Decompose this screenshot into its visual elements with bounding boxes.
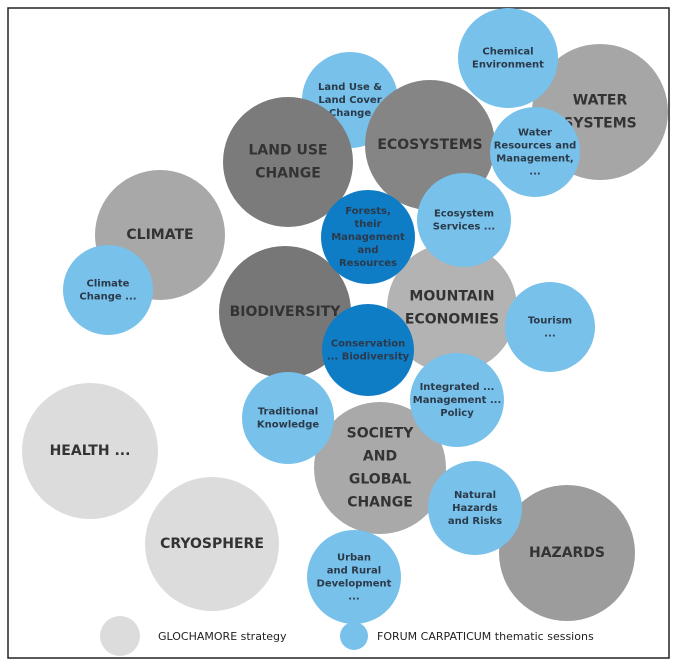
bubble xyxy=(22,383,158,519)
bubble xyxy=(63,245,153,335)
bubble-label: Services ... xyxy=(433,222,495,233)
bubble-label: CHANGE xyxy=(255,166,321,182)
bubble-label: Climate xyxy=(87,279,130,290)
bubble-label: CHANGE xyxy=(347,495,413,511)
bubble-label: Development xyxy=(317,579,392,590)
bubble xyxy=(242,372,334,464)
bubble xyxy=(428,461,522,555)
bubble-label: Change ... xyxy=(79,292,136,303)
bubble-label: Chemical xyxy=(482,47,533,58)
bubble-label: and Rural xyxy=(327,566,381,577)
bubble-label: LAND USE xyxy=(249,143,328,159)
bubble xyxy=(219,246,351,378)
bubble-label: BIODIVERSITY xyxy=(230,304,342,320)
bubble xyxy=(387,243,517,373)
bubble-label: and Risks xyxy=(448,516,502,527)
bubble xyxy=(223,97,353,227)
legend-label: GLOCHAMORE strategy xyxy=(158,630,287,643)
bubble xyxy=(314,402,446,534)
bubble-label: SOCIETY xyxy=(347,426,415,442)
bubble-label: Change xyxy=(329,108,371,119)
bubble-label: their xyxy=(354,219,381,230)
bubble-label: HAZARDS xyxy=(529,545,605,561)
bubble-label: Resources xyxy=(339,258,397,269)
bubble xyxy=(458,8,558,108)
bubble-label: WATER xyxy=(573,93,628,109)
bubble-label: Hazards xyxy=(452,503,498,514)
bubble-label: Water xyxy=(518,128,552,139)
bubble-label: MOUNTAIN xyxy=(409,289,494,305)
bubble-label: Policy xyxy=(440,408,474,419)
bubble-label: Integrated ... xyxy=(420,382,495,393)
bubble-label: CRYOSPHERE xyxy=(160,536,264,552)
legend-label: FORUM CARPATICUM thematic sessions xyxy=(377,630,594,643)
legend-swatch xyxy=(100,616,140,656)
bubble xyxy=(322,304,414,396)
bubble-label: Conservation xyxy=(331,339,405,350)
bubble xyxy=(490,107,580,197)
bubble-label: Natural xyxy=(454,490,496,501)
bubble-label: Land Cover xyxy=(318,95,381,106)
bubble-label: Urban xyxy=(337,553,371,564)
bubble-label: Traditional xyxy=(258,407,318,418)
bubble-label: CLIMATE xyxy=(126,227,193,243)
bubble xyxy=(307,530,401,624)
bubble-label: HEALTH ... xyxy=(50,443,131,459)
bubble-label: Forests, xyxy=(345,206,391,217)
bubble-label: ... xyxy=(529,167,540,178)
bubble xyxy=(417,173,511,267)
bubble-label: Tourism xyxy=(528,316,572,327)
bubble xyxy=(499,485,635,621)
bubble xyxy=(321,190,415,284)
bubble xyxy=(410,353,504,447)
bubble-label: SYSTEMS xyxy=(563,116,636,132)
bubble-label: GLOBAL xyxy=(349,472,411,488)
bubble-label: Ecosystem xyxy=(434,209,494,220)
bubble-label: Management xyxy=(331,232,405,243)
bubble-label: Environment xyxy=(472,60,544,71)
bubble-label: ... xyxy=(348,592,359,603)
bubble-label: Management ... xyxy=(413,395,502,406)
bubble-label: ECOSYSTEMS xyxy=(377,137,482,153)
bubble-label: ... xyxy=(544,329,555,340)
bubble-label: Management, xyxy=(496,154,573,165)
bubble-label: Land Use & xyxy=(318,82,382,93)
bubble xyxy=(505,282,595,372)
bubble-label: AND xyxy=(363,449,397,465)
bubble-label: Resources and xyxy=(494,141,577,152)
bubble-label: ECONOMIES xyxy=(405,312,499,328)
bubble xyxy=(145,477,279,611)
legend-swatch xyxy=(340,622,368,650)
bubble-label: ... Biodiversity xyxy=(327,352,410,363)
bubble-label: Knowledge xyxy=(257,420,320,431)
bubble-label: and xyxy=(357,245,378,256)
